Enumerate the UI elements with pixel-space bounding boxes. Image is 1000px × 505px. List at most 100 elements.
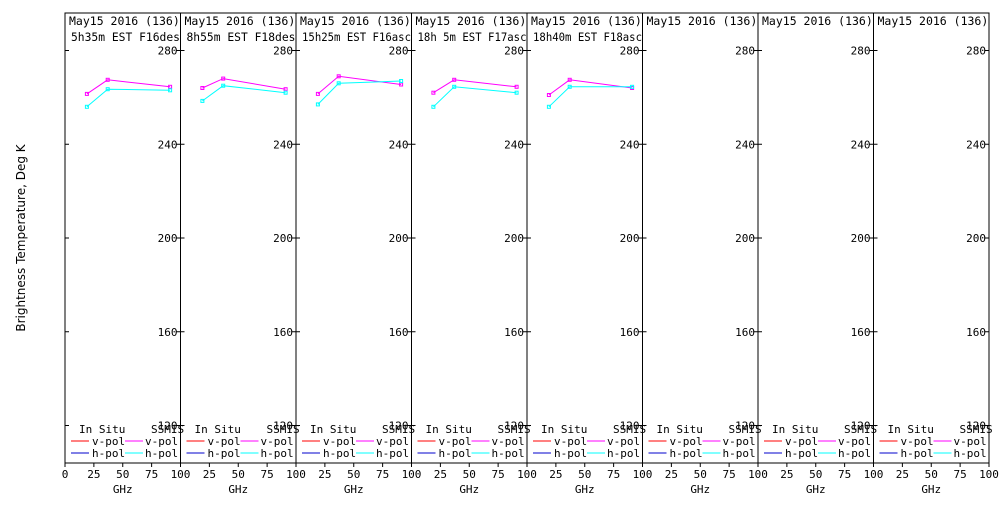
panel-title-date: May15 2016 (136) [69,14,180,28]
legend-ssmis-label: SSMIS [613,423,646,436]
x-tick-label: 100 [979,468,999,481]
series-line-v-pol [202,78,286,90]
panel-title-time: 5h35m EST F16des [71,30,180,44]
legend-ssmis-vpol-label: v-pol [261,435,294,448]
x-tick-label: 100 [402,468,422,481]
series-line-v-pol [433,79,517,94]
x-axis-title: GHz [806,483,826,496]
data-point-h-pol [315,102,320,107]
data-point-v-pol [105,77,110,82]
legend-in-situ-label: In Situ [426,423,472,436]
y-tick-label: 280 [158,45,178,58]
y-axis-title: Brightness Temperature, Deg K [14,143,28,331]
y-tick-label: 160 [620,326,640,339]
x-tick-label: 50 [809,468,822,481]
y-tick-label: 160 [273,326,293,339]
y-tick-label: 280 [273,45,293,58]
y-tick-label: 240 [158,138,178,151]
x-axis-title: GHz [344,483,364,496]
data-point-v-pol [200,86,205,90]
y-tick-label: 280 [966,45,986,58]
x-tick-label: 100 [748,468,768,481]
legend-ssmis-hpol-label: h-pol [145,447,178,460]
legend-in-situ-hpol-label: h-pol [670,447,703,460]
x-tick-label: 50 [578,468,591,481]
legend-in-situ-vpol-label: v-pol [554,435,587,448]
x-tick-label: 25 [203,468,216,481]
legend-in-situ-hpol-label: h-pol [901,447,934,460]
x-tick-label: 50 [694,468,707,481]
data-point-v-pol [431,90,436,95]
y-tick-label: 120 [851,420,871,433]
y-tick-label: 280 [620,45,640,58]
y-tick-label: 200 [966,232,986,245]
y-tick-label: 240 [735,138,755,151]
legend-ssmis-vpol-label: v-pol [954,435,987,448]
data-point-h-pol [567,84,572,89]
y-tick-label: 120 [273,420,293,433]
y-tick-label: 200 [504,232,524,245]
y-tick-label: 160 [966,326,986,339]
legend-ssmis-hpol-label: h-pol [723,447,756,460]
y-tick-label: 160 [158,326,178,339]
y-tick-label: 280 [735,45,755,58]
legend-ssmis-vpol-label: v-pol [492,435,525,448]
legend-in-situ-label: In Situ [195,423,241,436]
panel-4: May15 2016 (136) 18h 5m EST F17asc 120 160 2… [411,12,537,496]
legend-in-situ-vpol-label: v-pol [785,435,818,448]
panel-title-date: May15 2016 (136) [416,14,527,28]
x-tick-label: 25 [780,468,793,481]
legend-in-situ-hpol-label: h-pol [785,447,818,460]
data-point-h-pol [399,79,404,83]
legend-ssmis-vpol-label: v-pol [838,435,871,448]
y-tick-label: 120 [389,420,409,433]
legend-ssmis-hpol-label: h-pol [376,447,409,460]
y-tick-label: 240 [273,138,293,151]
series-line-h-pol [548,86,633,108]
panel-title-date: May15 2016 (136) [300,14,411,28]
data-point-v-pol [514,84,519,89]
legend-ssmis-label: SSMIS [382,423,415,436]
legend-ssmis-hpol-label: h-pol [607,447,640,460]
x-tick-label: 75 [492,468,505,481]
y-tick-label: 200 [158,232,178,245]
panel-2: May15 2016 (136) 8h55m EST F18des 120 160 20… [180,12,306,496]
y-tick-label: 120 [504,420,524,433]
legend-in-situ-hpol-label: h-pol [554,447,587,460]
y-tick-label: 240 [851,138,871,151]
x-tick-label: 100 [633,468,653,481]
legend-in-situ-hpol-label: h-pol [439,447,472,460]
x-tick-label: 75 [145,468,158,481]
y-tick-label: 200 [620,232,640,245]
data-point-h-pol [200,98,205,103]
data-point-h-pol [105,87,110,92]
y-tick-label: 200 [389,232,409,245]
legend-in-situ-label: In Situ [888,423,934,436]
legend-ssmis-label: SSMIS [151,423,184,436]
y-tick-label: 160 [389,326,409,339]
x-tick-label: 50 [925,468,938,481]
x-tick-label: 25 [434,468,447,481]
x-axis-title: GHz [228,483,248,496]
legend-in-situ-label: In Situ [772,423,818,436]
data-point-h-pol [283,90,288,95]
panel-title-time: 18h40m EST F18asc [533,30,642,44]
data-point-h-pol [514,90,519,95]
data-point-v-pol [221,76,226,81]
legend-in-situ-hpol-label: h-pol [323,447,356,460]
legend-in-situ-vpol-label: v-pol [208,435,241,448]
legend-ssmis-label: SSMIS [844,423,877,436]
legend-ssmis-hpol-label: h-pol [838,447,871,460]
y-tick-label: 240 [389,138,409,151]
x-tick-label: 25 [665,468,678,481]
legend-in-situ-vpol-label: v-pol [92,435,125,448]
legend-in-situ-hpol-label: h-pol [92,447,125,460]
x-tick-label: 50 [232,468,245,481]
y-tick-label: 280 [389,45,409,58]
panel-7: May15 2016 (136) 120 160 200 240 280 25 50 75 100… [757,12,883,496]
y-tick-label: 240 [966,138,986,151]
legend-ssmis-hpol-label: h-pol [954,447,987,460]
data-point-h-pol [221,83,226,88]
legend-ssmis-vpol-label: v-pol [376,435,409,448]
data-point-v-pol [452,77,457,82]
